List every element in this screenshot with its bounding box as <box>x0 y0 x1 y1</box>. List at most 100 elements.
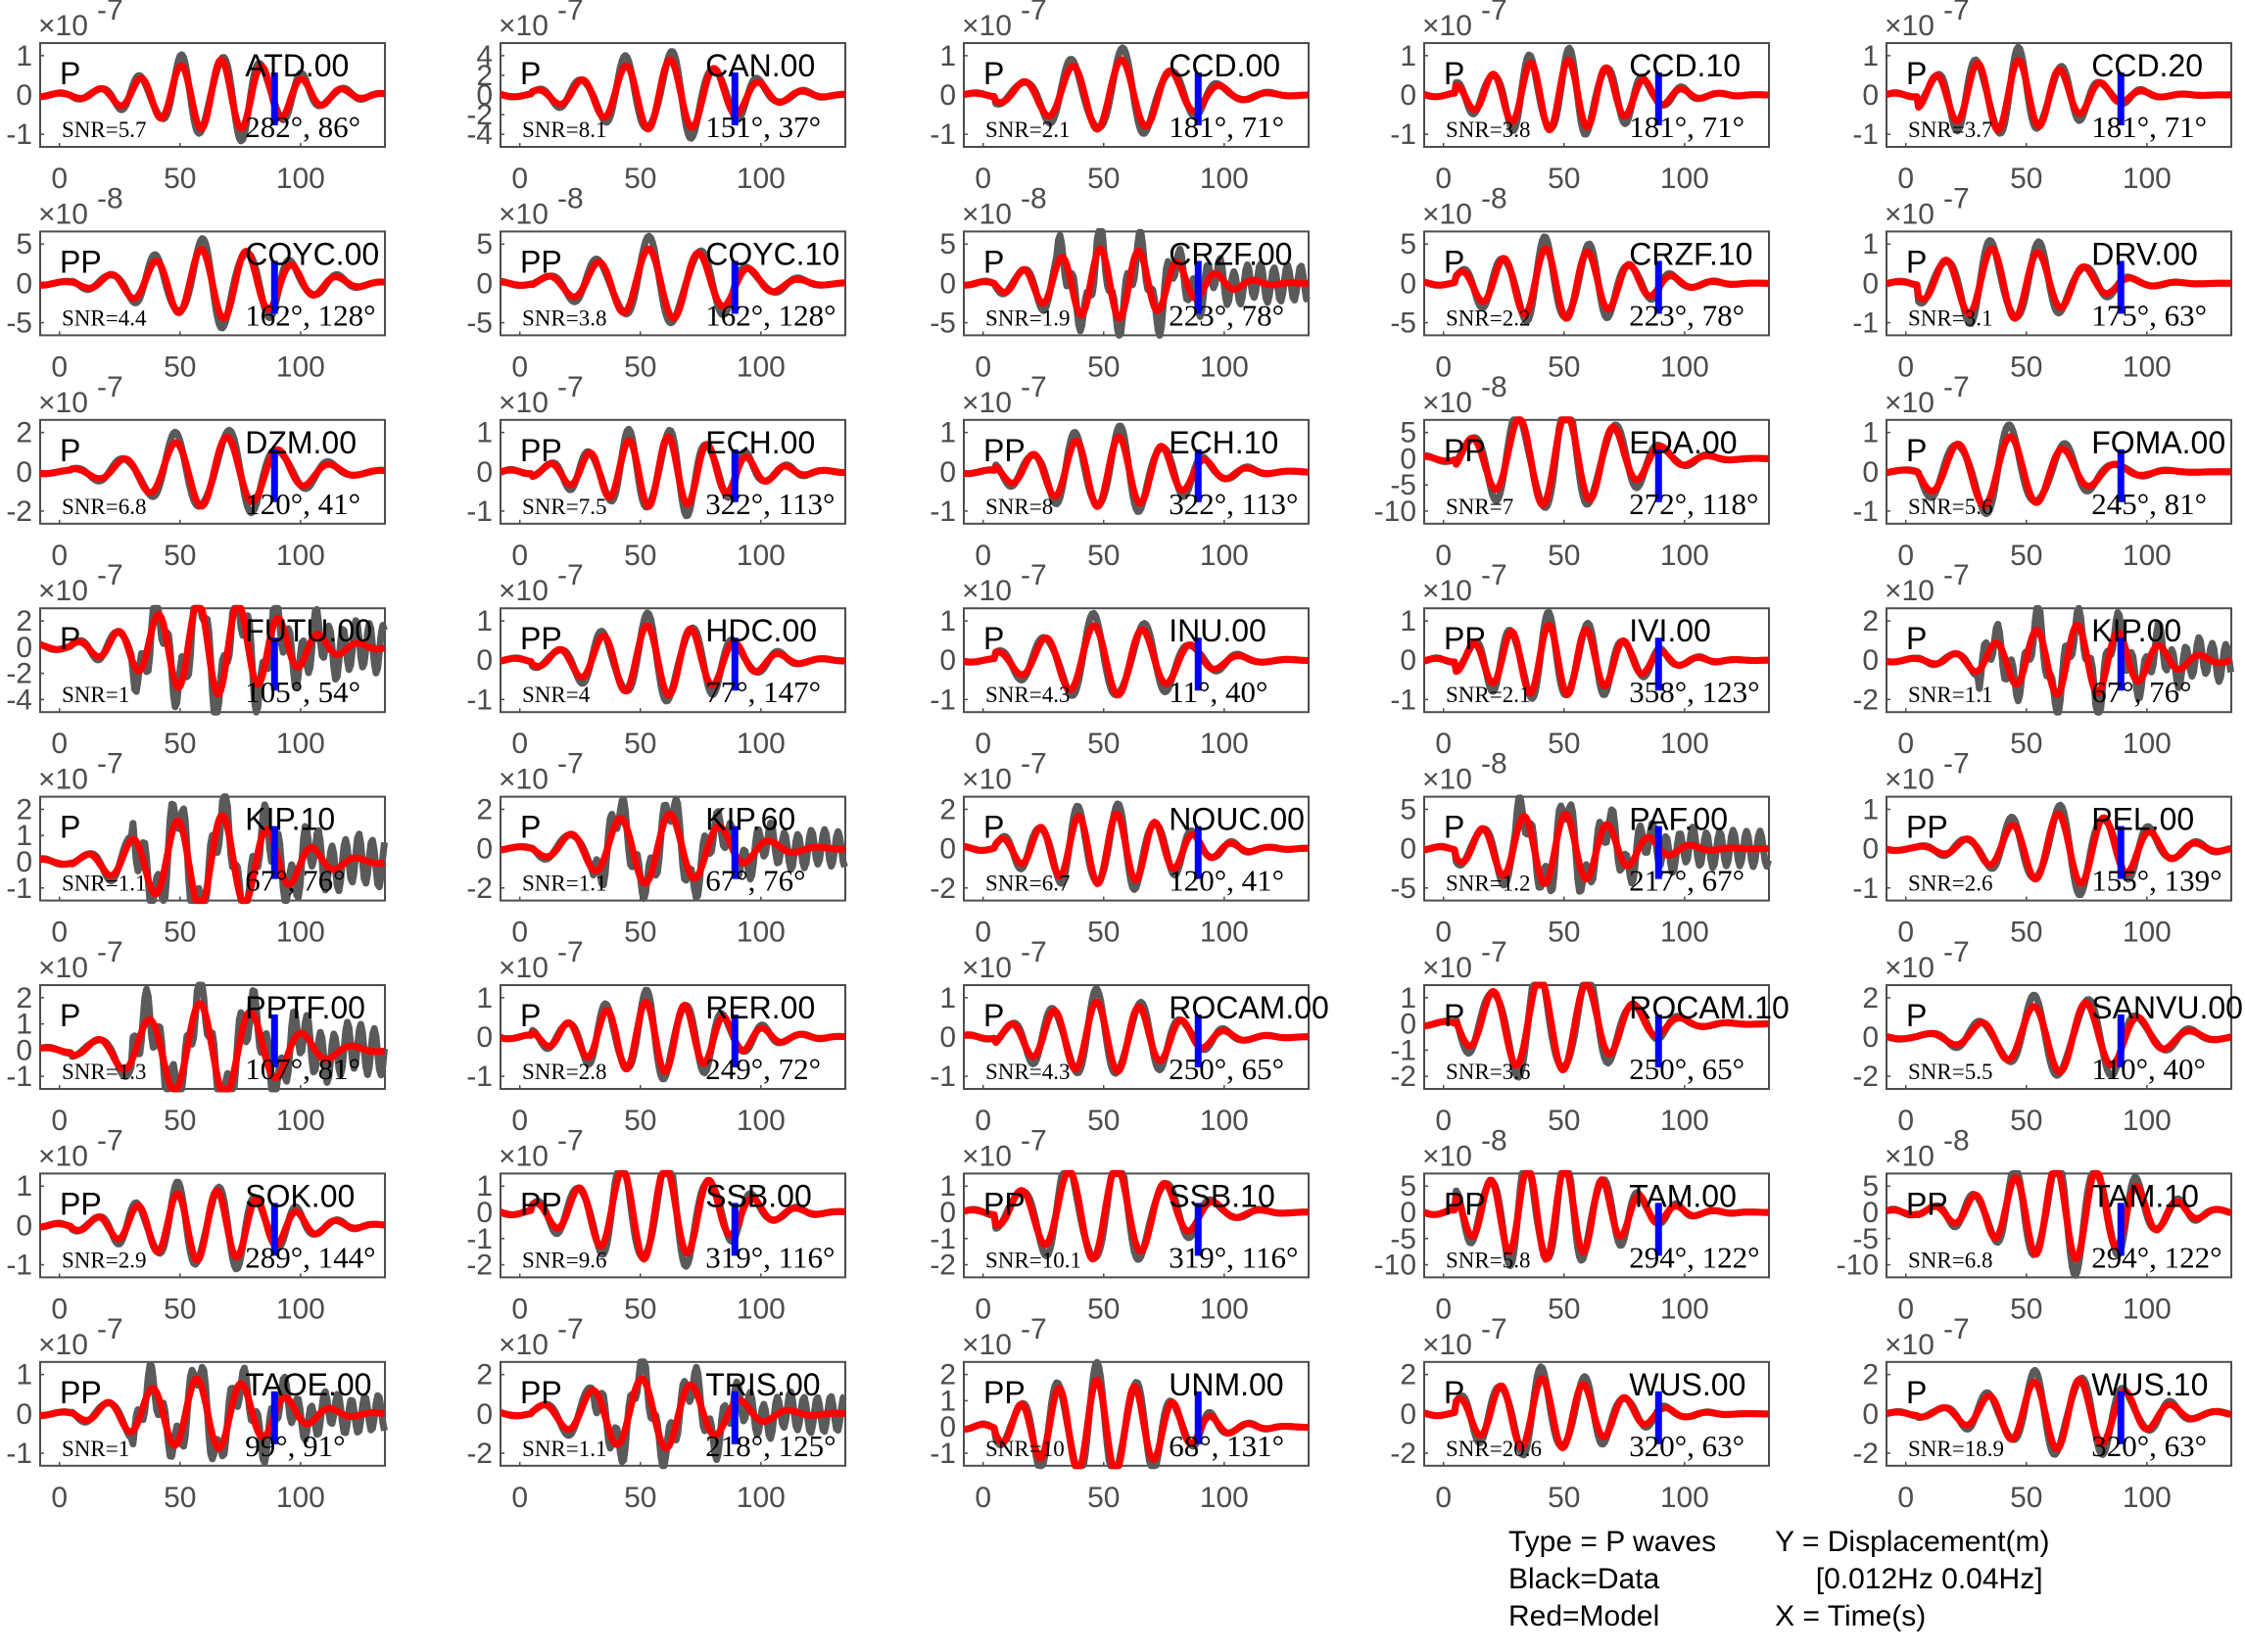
x-tick-label: 0 <box>1897 351 1914 383</box>
y-tick-label: -1 <box>930 684 956 716</box>
y-tick-label: -5 <box>930 307 956 340</box>
y-exponent-base: ×10 <box>1885 198 1935 230</box>
y-tick-label: 5 <box>1400 417 1416 449</box>
phase-label: P <box>1444 56 1464 91</box>
x-tick-label: 0 <box>1897 540 1914 572</box>
y-tick-label: 5 <box>1400 228 1416 260</box>
station-label: CCD.20 <box>2091 48 2203 83</box>
y-tick-label: 0 <box>476 1197 493 1229</box>
y-tick-label: 0 <box>476 79 493 112</box>
snr-label: SNR=6.7 <box>985 872 1070 896</box>
arrival-marker <box>731 448 739 502</box>
snr-label: SNR=3.7 <box>1908 118 1992 142</box>
x-tick-label: 0 <box>51 728 68 760</box>
x-tick-label: 50 <box>624 163 656 195</box>
y-tick-label: 0 <box>16 1209 32 1242</box>
phase-label: P <box>60 56 80 91</box>
model-trace <box>38 433 387 510</box>
y-tick-label: -1 <box>466 684 493 716</box>
azimuth-distance-label: 245°, 81° <box>2091 487 2207 521</box>
model-trace <box>962 1169 1311 1263</box>
model-trace <box>1885 810 2233 887</box>
model-trace <box>38 1375 387 1452</box>
y-exponent-base: ×10 <box>1885 1140 1935 1172</box>
y-exponent: -7 <box>1481 936 1507 968</box>
station-label: WUS.10 <box>2091 1367 2208 1402</box>
y-tick-label: 1 <box>939 1385 956 1417</box>
arrival-marker <box>1194 1015 1202 1067</box>
arrival-marker <box>1194 1203 1202 1256</box>
y-exponent: -7 <box>97 0 123 26</box>
x-tick-label: 100 <box>276 163 325 195</box>
x-tick-label: 50 <box>164 1482 196 1514</box>
y-exponent: -7 <box>557 559 584 591</box>
arrival-marker <box>1654 1203 1662 1256</box>
arrival-marker <box>1194 1391 1202 1444</box>
x-tick-label: 100 <box>1200 917 1249 949</box>
y-tick-label: -1 <box>930 1061 956 1093</box>
y-tick-label: 2 <box>476 1359 493 1392</box>
legend-band: [0.012Hz 0.04Hz] <box>1775 1563 2043 1595</box>
x-tick-label: 100 <box>2123 1293 2172 1325</box>
snr-label: SNR=20.6 <box>1446 1437 1542 1461</box>
y-exponent: -7 <box>1943 0 1970 26</box>
x-tick-label: 100 <box>276 540 325 572</box>
arrival-marker <box>2117 72 2125 125</box>
snr-label: SNR=4 <box>522 683 591 707</box>
y-tick-label: 0 <box>1400 443 1416 475</box>
x-tick-label: 50 <box>164 728 196 760</box>
model-trace <box>1885 621 2233 698</box>
x-tick-label: 50 <box>1087 1293 1120 1325</box>
x-tick-label: 0 <box>1435 917 1452 949</box>
y-exponent-base: ×10 <box>499 387 549 419</box>
model-trace <box>499 1169 847 1263</box>
y-exponent: -7 <box>1021 0 1047 26</box>
station-label: FUTU.00 <box>245 613 372 648</box>
y-tick-label: 0 <box>476 1021 493 1054</box>
x-tick-label: 100 <box>276 1293 325 1325</box>
station-label: ECH.00 <box>705 425 815 460</box>
model-trace <box>962 998 1311 1075</box>
y-tick-label: 0 <box>1862 267 1879 300</box>
x-tick-label: 50 <box>2010 917 2042 949</box>
azimuth-distance-label: 223°, 78° <box>1169 298 1284 332</box>
snr-label: SNR=1.9 <box>985 306 1070 330</box>
arrival-marker <box>270 72 278 125</box>
y-tick-label: 1 <box>1400 605 1416 637</box>
x-tick-label: 0 <box>511 728 528 760</box>
model-trace <box>38 1000 387 1093</box>
x-tick-label: 100 <box>737 163 786 195</box>
y-tick-label: 1 <box>16 40 32 72</box>
x-tick-label: 50 <box>1548 917 1580 949</box>
phase-label: P <box>60 433 80 468</box>
phase-label: PP <box>1906 810 1948 845</box>
x-tick-label: 0 <box>1435 163 1452 195</box>
y-tick-label: 2 <box>16 793 32 826</box>
x-tick-label: 100 <box>737 917 786 949</box>
y-tick-label: -5 <box>1852 1223 1879 1255</box>
y-exponent-base: ×10 <box>962 1140 1012 1172</box>
x-tick-label: 100 <box>737 1482 786 1514</box>
station-label: ROCAM.00 <box>1169 990 1329 1025</box>
y-exponent: -7 <box>1943 936 1970 968</box>
x-tick-label: 100 <box>2123 540 2172 572</box>
phase-label: P <box>1906 621 1927 656</box>
y-tick-label: 1 <box>16 1009 32 1041</box>
y-exponent-base: ×10 <box>38 764 88 796</box>
y-tick-label: 0 <box>1400 644 1416 677</box>
y-tick-label: 2 <box>1862 1359 1879 1392</box>
snr-label: SNR=1.1 <box>522 872 606 896</box>
y-tick-label: -2 <box>466 99 493 131</box>
snr-label: SNR=18.9 <box>1908 1437 2004 1461</box>
arrival-marker <box>2117 1391 2125 1444</box>
x-tick-label: 50 <box>1087 1482 1120 1514</box>
y-tick-label: 2 <box>16 417 32 449</box>
y-tick-label: 0 <box>1862 456 1879 489</box>
station-label: COYC.10 <box>705 236 839 271</box>
y-exponent: -8 <box>1481 748 1507 780</box>
azimuth-distance-label: 107°, 81° <box>245 1052 360 1086</box>
y-tick-label: 0 <box>476 644 493 677</box>
y-tick-label: -1 <box>6 873 32 905</box>
arrival-marker <box>1654 72 1662 125</box>
